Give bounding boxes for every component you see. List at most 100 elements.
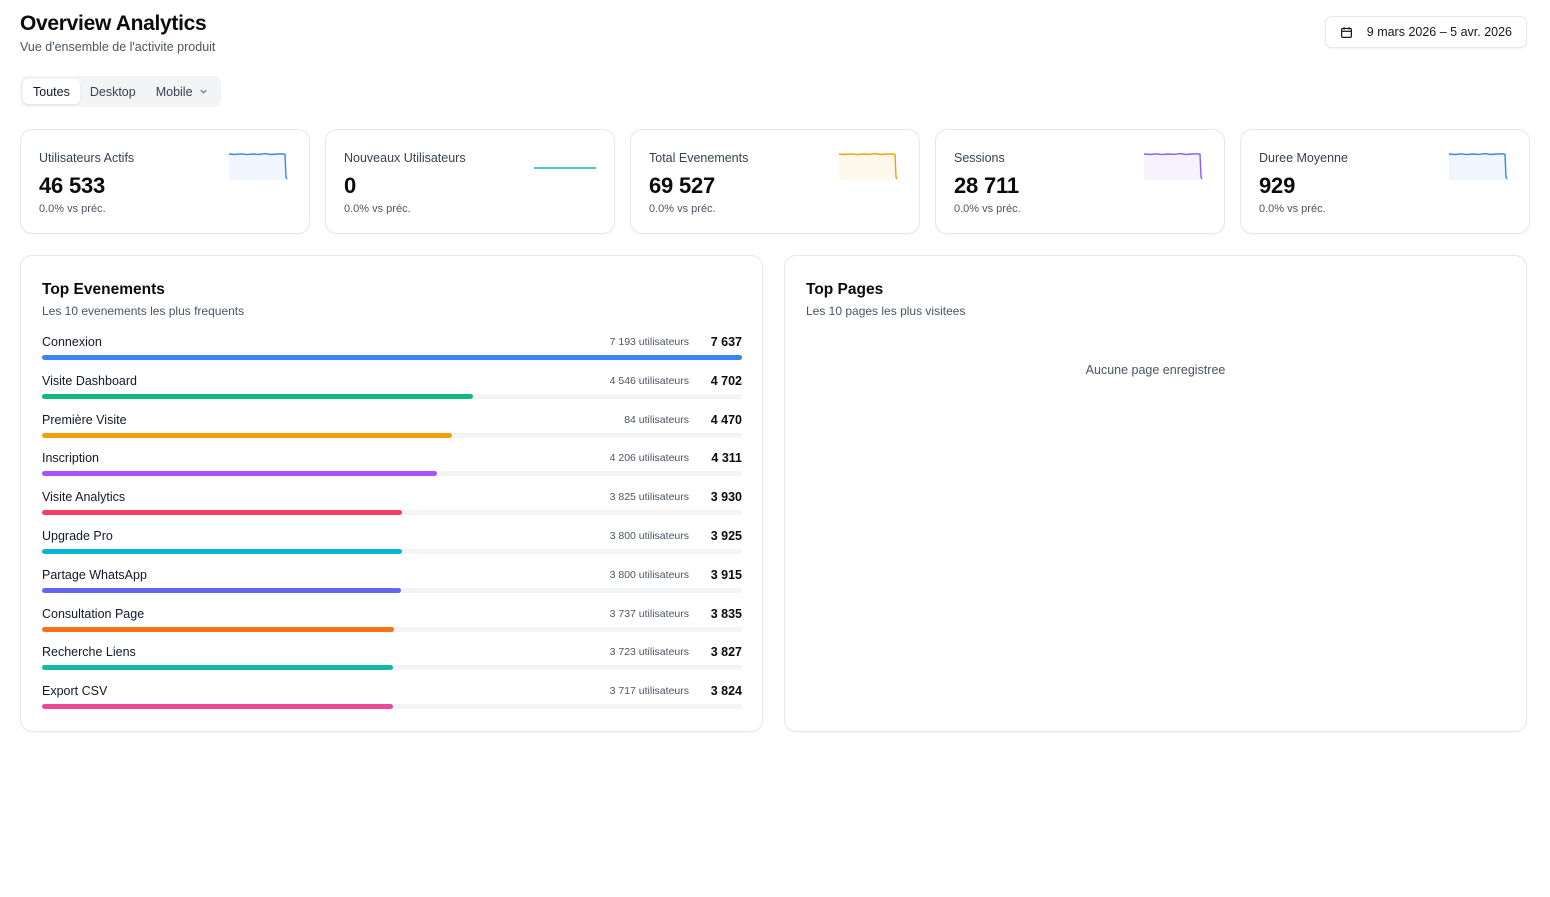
- panel-subtitle: Les 10 evenements les plus frequents: [42, 304, 245, 318]
- event-bar-track: [42, 471, 742, 477]
- tab-label: Desktop: [89, 84, 136, 99]
- calendar-icon: [1340, 26, 1352, 38]
- event-count: 3 824: [710, 684, 742, 699]
- event-name: Partage WhatsApp: [42, 567, 147, 582]
- event-name: Première Visite: [42, 412, 127, 427]
- event-bar-track: [42, 548, 742, 554]
- kpi-value: 46 533: [39, 173, 106, 198]
- kpi-card-active-users: Utilisateurs Actifs 46 533 0.0% vs préc.: [20, 129, 310, 234]
- tab-label: Toutes: [33, 84, 70, 99]
- sparkline: [1143, 152, 1203, 180]
- event-bar-track: [42, 626, 742, 632]
- kpi-cards: Utilisateurs Actifs 46 533 0.0% vs préc.…: [20, 129, 1530, 234]
- event-users: 3 800 utilisateurs: [609, 568, 689, 581]
- sparkline-area: [839, 153, 897, 180]
- event-bar-fill: [42, 432, 452, 438]
- event-count: 3 835: [710, 606, 742, 621]
- tab-mobile[interactable]: Mobile: [146, 79, 218, 104]
- event-name: Upgrade Pro: [42, 528, 113, 543]
- event-name: Connexion: [42, 335, 102, 349]
- sparkline-area: [1144, 153, 1202, 180]
- event-bar-fill: [42, 704, 393, 710]
- sparkline-line: [1143, 152, 1203, 180]
- event-row: Consultation Page 3 737 utilisateurs 3 835: [42, 607, 742, 646]
- tab-toutes[interactable]: Toutes: [23, 79, 80, 104]
- kpi-value: 69 527: [649, 173, 716, 198]
- chevron-down-icon: [199, 89, 207, 94]
- sparkline: [534, 167, 596, 169]
- event-bar-fill: [42, 471, 438, 477]
- event-users: 3 737 utilisateurs: [609, 607, 689, 620]
- event-bar-fill: [42, 393, 473, 399]
- sparkline: [1448, 152, 1508, 180]
- event-row: Connexion 7 193 utilisateurs 7 637: [42, 335, 742, 374]
- tab-desktop[interactable]: Desktop: [80, 79, 146, 104]
- kpi-delta: 0.0% vs préc.: [954, 203, 1021, 215]
- kpi-delta: 0.0% vs préc.: [1259, 203, 1326, 215]
- event-users: 3 723 utilisateurs: [609, 646, 689, 659]
- sparkline-area: [229, 153, 287, 180]
- kpi-label: Duree Moyenne: [1259, 151, 1348, 165]
- event-row: Partage WhatsApp 3 800 utilisateurs 3 915: [42, 568, 742, 607]
- event-bar-fill: [42, 665, 393, 671]
- panel-title: Top Evenements: [42, 281, 165, 298]
- sparkline-line: [228, 152, 288, 180]
- platform-tabs: Toutes Desktop Mobile: [20, 76, 221, 107]
- panel-subtitle: Les 10 pages les plus visitees: [806, 304, 966, 318]
- empty-state-message: Aucune page enregistree: [1085, 363, 1226, 377]
- event-bar-track: [42, 665, 742, 671]
- kpi-card-average-duration: Duree Moyenne 929 0.0% vs préc.: [1240, 129, 1530, 234]
- kpi-label: Total Evenements: [649, 151, 749, 165]
- event-users: 84 utilisateurs: [624, 413, 689, 426]
- kpi-label: Utilisateurs Actifs: [39, 151, 135, 165]
- event-count: 3 925: [710, 528, 742, 543]
- top-pages-panel: Top Pages Les 10 pages les plus visitees…: [784, 255, 1527, 732]
- event-bar-track: [42, 510, 742, 516]
- sparkline-area: [1449, 153, 1507, 180]
- page-header: Overview Analytics Vue d'ensemble de l'a…: [20, 12, 215, 54]
- date-range-button[interactable]: 9 mars 2026 – 5 avr. 2026: [1324, 16, 1527, 48]
- kpi-value: 929: [1259, 173, 1296, 198]
- top-events-panel: Top Evenements Les 10 evenements les plu…: [20, 255, 763, 732]
- event-users: 4 546 utilisateurs: [609, 374, 689, 387]
- kpi-delta: 0.0% vs préc.: [39, 203, 106, 215]
- event-count: 4 702: [710, 373, 742, 388]
- event-row: Upgrade Pro 3 800 utilisateurs 3 925: [42, 529, 742, 568]
- event-name: Recherche Liens: [42, 645, 136, 660]
- event-users: 4 206 utilisateurs: [609, 452, 689, 465]
- kpi-value: 28 711: [954, 173, 1019, 198]
- page-subtitle: Vue d'ensemble de l'activite produit: [20, 40, 216, 54]
- events-list: Connexion 7 193 utilisateurs 7 637 Visite D…: [42, 335, 742, 723]
- kpi-value: 0: [344, 173, 357, 198]
- event-row: Inscription 4 206 utilisateurs 4 311: [42, 451, 742, 490]
- event-name: Inscription: [42, 451, 99, 466]
- sparkline: [838, 152, 898, 180]
- event-bar-track: [42, 587, 742, 593]
- event-row: Recherche Liens 3 723 utilisateurs 3 827: [42, 645, 742, 684]
- kpi-card-new-users: Nouveaux Utilisateurs 0 0.0% vs préc.: [325, 129, 615, 234]
- event-count: 3 930: [710, 490, 742, 505]
- event-name: Visite Analytics: [42, 490, 126, 505]
- sparkline-line: [1448, 152, 1508, 180]
- tab-label: Mobile: [155, 84, 193, 99]
- event-bar-track: [42, 393, 742, 399]
- event-users: 3 825 utilisateurs: [609, 491, 689, 504]
- event-name: Consultation Page: [42, 606, 145, 621]
- event-row: Export CSV 3 717 utilisateurs 3 824: [42, 684, 742, 723]
- kpi-delta: 0.0% vs préc.: [649, 203, 716, 215]
- event-row: Visite Dashboard 4 546 utilisateurs 4 702: [42, 374, 742, 413]
- event-bar-fill: [42, 355, 742, 360]
- kpi-delta: 0.0% vs préc.: [344, 203, 411, 215]
- sparkline-line: [838, 152, 898, 180]
- event-bar-fill: [42, 626, 394, 632]
- kpi-card-sessions: Sessions 28 711 0.0% vs préc.: [935, 129, 1225, 234]
- panel-title: Top Pages: [806, 281, 884, 298]
- sparkline: [228, 152, 288, 180]
- event-users: 3 800 utilisateurs: [609, 529, 689, 542]
- event-count: 4 470: [710, 412, 742, 427]
- event-bar-fill: [42, 587, 401, 593]
- kpi-label: Nouveaux Utilisateurs: [344, 151, 466, 165]
- event-count: 4 311: [711, 451, 742, 466]
- event-bar-track: [42, 432, 742, 438]
- kpi-label: Sessions: [954, 151, 1005, 165]
